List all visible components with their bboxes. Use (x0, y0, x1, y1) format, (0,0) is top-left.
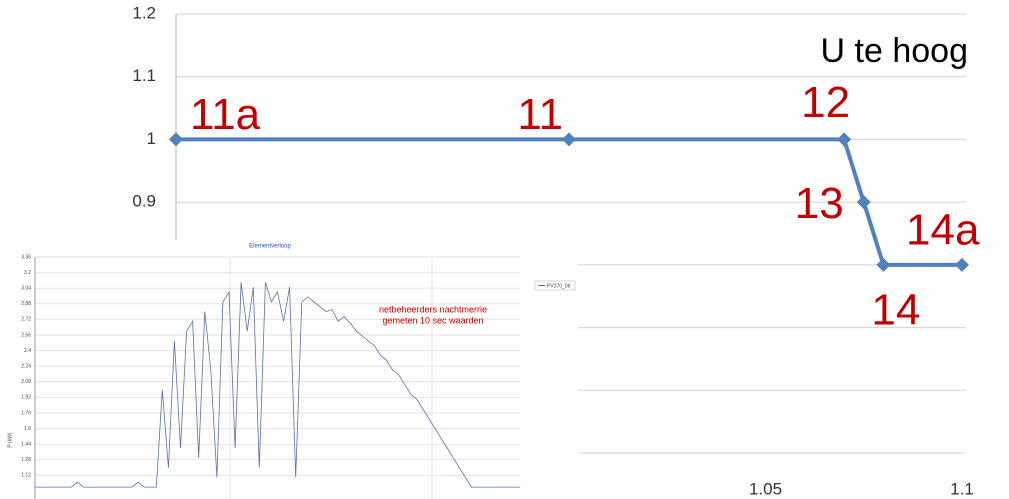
main-chart: 0.50.60.70.80.911.11.21.051.1U te hoog11… (132, 3, 980, 499)
inset-background (0, 240, 578, 499)
inset-y-tick-label: 1.12 (21, 473, 31, 479)
point-label: 12 (801, 78, 850, 127)
inset-y-tick-label: 2.56 (21, 332, 31, 338)
point-label: 13 (795, 179, 844, 228)
point-label: 14 (871, 285, 920, 334)
inset-y-tick-label: 1.6 (24, 426, 31, 432)
annotation: U te hoog (821, 32, 968, 70)
inset-series-line (35, 282, 520, 488)
data-point (955, 257, 969, 272)
inset-y-tick-label: 3.2 (24, 270, 31, 276)
inset-legend-label: PV270_06 (547, 283, 571, 289)
data-point (856, 195, 871, 210)
point-label: 14a (906, 205, 980, 254)
x-tick-label: 1.1 (950, 479, 974, 498)
inset-y-tick-label: 2.4 (24, 348, 31, 354)
y-tick-label: 1 (147, 129, 156, 148)
series-line (176, 137, 962, 267)
inset-chart: Elementverloop 3.36 3.2 3.04 2.88 2.72 2.56 2.4… (0, 240, 578, 499)
y-tick-label: 1.1 (132, 66, 156, 85)
data-point (562, 132, 576, 147)
inset-title: Elementverloop (249, 244, 291, 250)
point-label: 11a (190, 90, 261, 139)
inset-y-tick-label: 2.88 (21, 301, 31, 307)
inset-y-tick-label: 1.28 (21, 457, 31, 463)
inset-legend (534, 280, 576, 291)
inset-y-tick-label: 2.08 (21, 379, 31, 385)
data-point (876, 257, 891, 272)
inset-y-tick-label: 1.44 (21, 442, 31, 448)
inset-y-tick-label: 1.92 (21, 395, 31, 401)
inset-y-label: P (kW) (7, 432, 13, 448)
data-point (169, 132, 183, 147)
data-point (837, 132, 852, 147)
inset-y-tick-label: 3.36 (21, 254, 31, 260)
inset-annotation: netbeheerders nachtmerrie (379, 304, 487, 314)
y-tick-label: 1.2 (132, 3, 156, 22)
inset-y-tick-label: 2.24 (21, 364, 31, 370)
inset-annotation: gemeten 10 sec waarden (382, 315, 483, 325)
point-label: 11 (517, 90, 563, 139)
inset-y-tick-label: 3.04 (21, 286, 31, 292)
y-tick-label: 0.9 (132, 192, 156, 211)
inset-y-tick-label: 2.72 (21, 317, 31, 323)
x-tick-label: 1.05 (749, 479, 782, 498)
inset-y-tick-label: 1.76 (21, 410, 31, 416)
